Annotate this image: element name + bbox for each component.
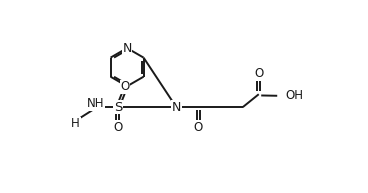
Text: S: S [114,101,122,114]
Text: OH: OH [286,89,304,102]
Text: O: O [194,121,203,134]
Text: N: N [171,101,181,114]
Text: O: O [113,121,123,134]
Text: H: H [71,117,80,130]
Text: O: O [120,80,130,93]
Text: N: N [123,41,132,55]
Text: NH: NH [87,97,105,110]
Text: O: O [254,67,263,80]
